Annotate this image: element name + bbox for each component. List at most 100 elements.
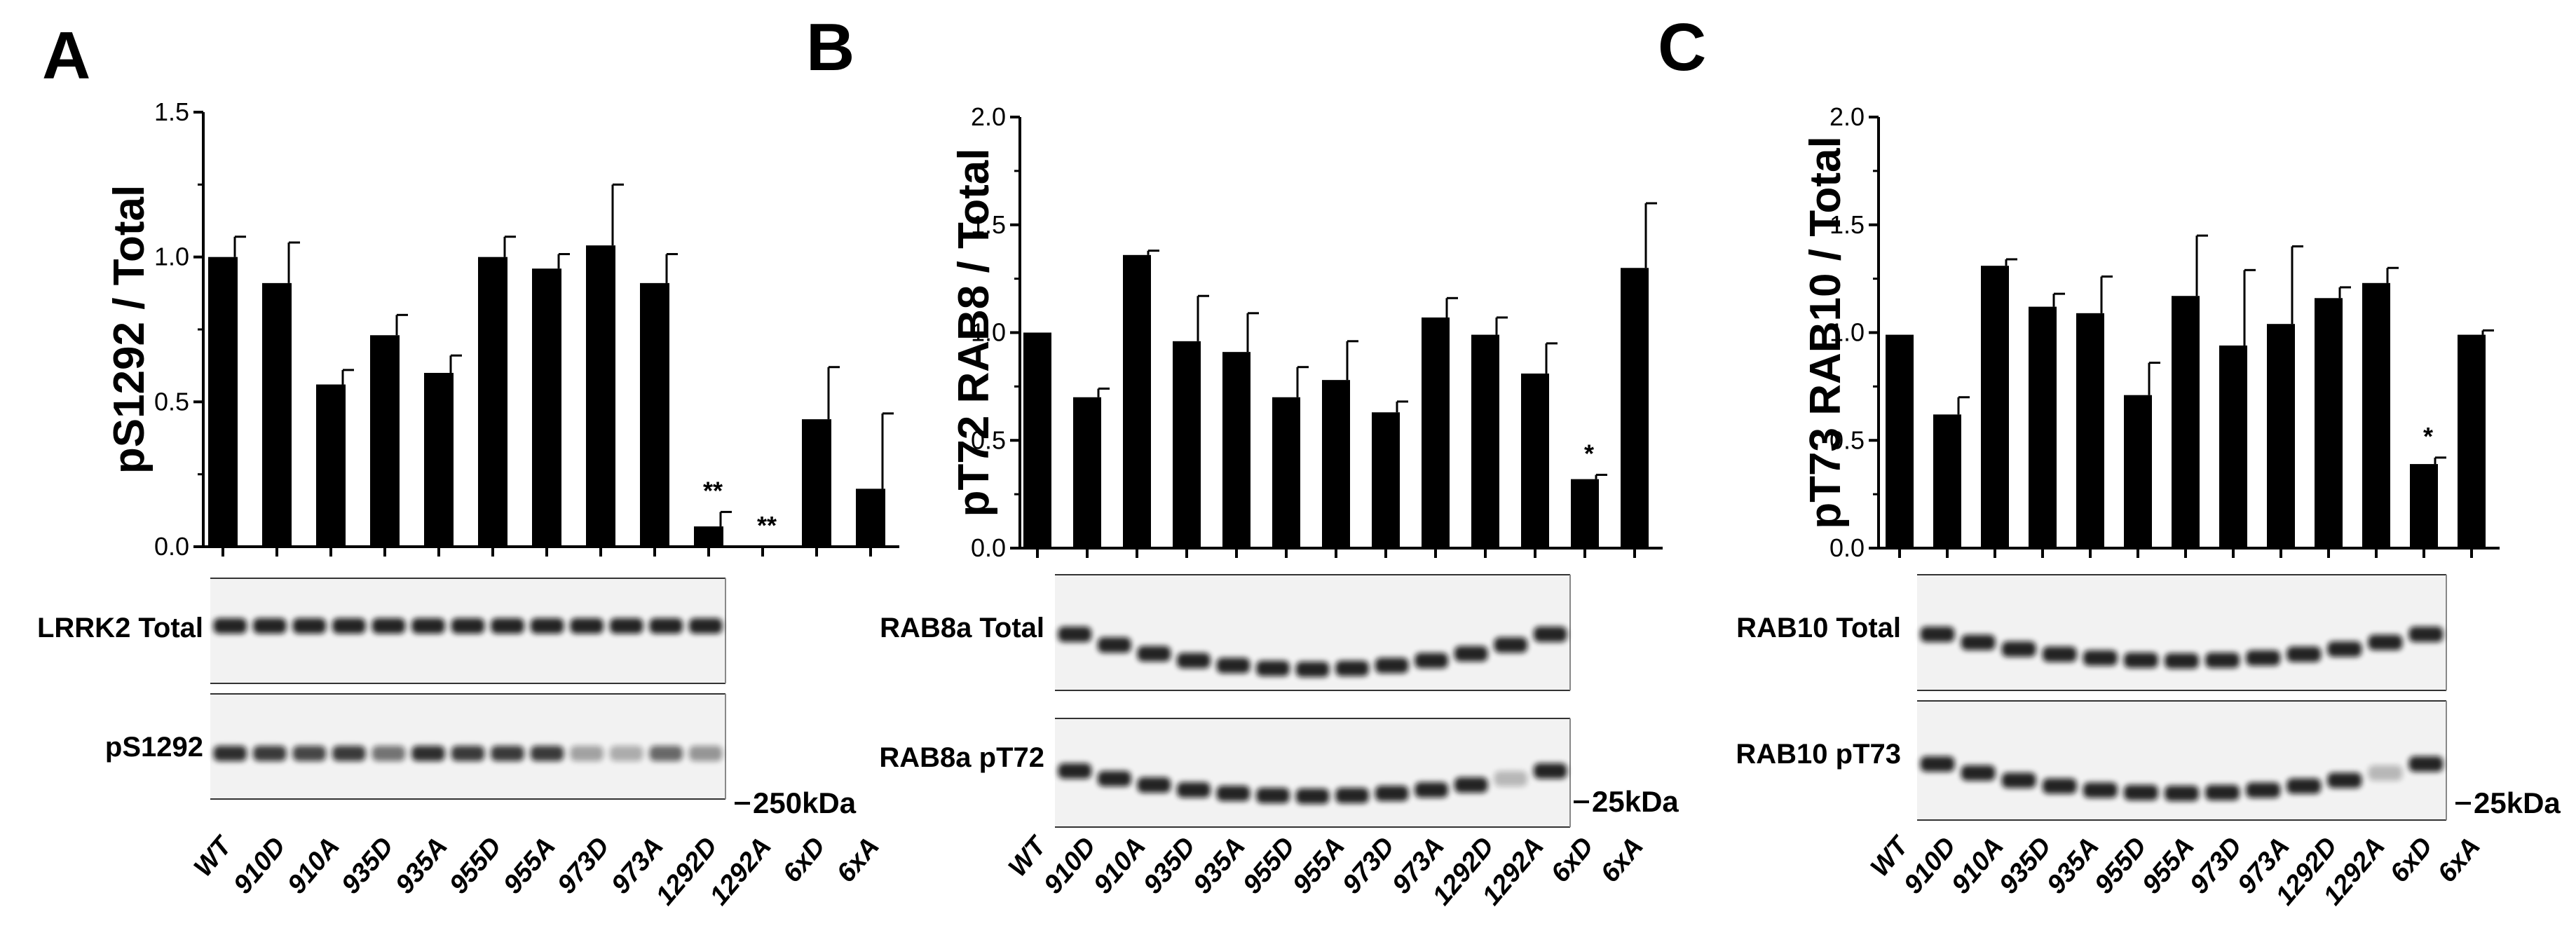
y-tick-label: 0.5 <box>154 387 189 416</box>
bar-1292a <box>1521 373 1549 548</box>
blot-band <box>609 618 643 634</box>
x-tick-label: 6xA <box>831 832 885 888</box>
y-axis-label: pT72 RAB8 / Total <box>950 149 998 517</box>
blot-band <box>1415 653 1448 669</box>
blot-label: LRRK2 Total <box>37 613 203 643</box>
blot-band <box>688 618 723 634</box>
blot-band <box>1177 782 1211 798</box>
bar-910a <box>1981 266 2009 548</box>
blot-band <box>2165 653 2199 669</box>
blot-band <box>2327 641 2362 657</box>
x-tick-label: 973D <box>1337 832 1401 900</box>
blot-label: RAB8a pT72 <box>879 742 1044 773</box>
blot-band <box>1961 634 1996 650</box>
bar-935d <box>370 335 400 547</box>
blot-band <box>2246 782 2281 798</box>
blot-band <box>1375 657 1409 674</box>
bar-910d <box>1073 397 1101 548</box>
blot-total <box>1917 574 2447 691</box>
blot-label: RAB10 pT73 <box>1736 739 1901 770</box>
blot-band <box>1335 788 1369 803</box>
x-tick-label: 935D <box>1138 832 1201 900</box>
x-tick-label: 910D <box>228 832 292 900</box>
blot-band <box>451 618 485 634</box>
bar-6xd <box>2410 464 2438 548</box>
bar-wt <box>1023 332 1051 548</box>
blot-band <box>2001 641 2036 657</box>
blot-band <box>570 618 604 634</box>
bar-955a <box>2172 296 2200 548</box>
blot-band <box>411 618 445 634</box>
bar-6xd <box>1571 479 1599 548</box>
bar-1292d <box>1471 334 1499 548</box>
bar-910d <box>1933 414 1961 548</box>
blot-band <box>2287 646 2322 662</box>
bar-wt <box>1886 334 1914 548</box>
y-tick-label: 0.0 <box>971 533 1006 562</box>
x-tick-label: 955A <box>498 832 561 900</box>
bar-1292d <box>694 526 723 547</box>
blot-total <box>1055 574 1571 691</box>
blot-band <box>609 746 643 761</box>
x-tick-label: 910D <box>1038 832 1102 900</box>
bar-935a <box>1222 352 1250 548</box>
bar-6xd <box>802 419 831 547</box>
blot-band <box>2124 652 2158 668</box>
bar-955d <box>1272 397 1300 548</box>
molecular-weight-marker: 250kDa <box>753 786 857 819</box>
bar-955d <box>478 257 507 547</box>
blot-band <box>1256 788 1290 803</box>
bar-973a <box>2267 324 2295 548</box>
bar-935a <box>424 373 454 547</box>
blot-band <box>1137 777 1171 793</box>
y-tick-label: 1.5 <box>154 97 189 126</box>
panel-letter: A <box>42 18 90 93</box>
x-tick-label: 973D <box>2184 832 2248 900</box>
bar-973d <box>2219 345 2247 548</box>
molecular-weight-marker: 25kDa <box>1592 785 1679 818</box>
blot-band <box>1494 771 1527 786</box>
blot-band <box>1098 637 1131 653</box>
blot-band <box>213 746 247 761</box>
x-tick-label: 935A <box>390 832 454 900</box>
blot-band <box>213 618 247 634</box>
blot-label: pS1292 <box>105 732 203 763</box>
y-axis-label: pS1292 / Total <box>105 185 154 474</box>
y-tick-label: 1.0 <box>154 243 189 271</box>
significance-marker: ** <box>757 511 777 540</box>
blot-band <box>1058 763 1092 779</box>
bar-973a <box>640 282 669 547</box>
blot-band <box>1295 662 1330 677</box>
bar-6xa <box>2458 334 2486 548</box>
x-tick-label: 935A <box>2041 832 2105 900</box>
x-tick-label: 6xD <box>1546 832 1600 888</box>
blot-band <box>1961 765 1996 781</box>
bar-1292d <box>2315 298 2343 548</box>
blot-band <box>2001 772 2036 789</box>
bar-935a <box>2076 313 2104 548</box>
blot-band <box>2246 650 2281 666</box>
blot-band <box>1295 789 1330 804</box>
bar-973a <box>1422 317 1450 548</box>
panel-letter: B <box>806 10 854 85</box>
blot-band <box>1216 657 1250 674</box>
panel-letter: C <box>1658 10 1706 85</box>
blot-band <box>2327 772 2362 789</box>
blot-band <box>570 746 604 761</box>
blot-band <box>1375 786 1409 801</box>
blot-band <box>2083 782 2118 798</box>
blot-band <box>1415 782 1448 798</box>
y-tick-label: 1.0 <box>1829 318 1865 347</box>
x-tick-label: 6xD <box>777 832 831 888</box>
blot-phospho <box>1917 700 2447 821</box>
blot-band <box>332 618 366 634</box>
y-tick-label: 1.0 <box>971 318 1006 347</box>
blot-background <box>1055 718 1570 827</box>
blot-band <box>1177 653 1211 669</box>
blot-band <box>2205 652 2240 668</box>
significance-marker: * <box>1584 439 1594 468</box>
y-tick-label: 1.5 <box>1829 210 1865 239</box>
x-tick-label: 6xA <box>1595 832 1649 888</box>
bar-935d <box>2029 306 2057 548</box>
